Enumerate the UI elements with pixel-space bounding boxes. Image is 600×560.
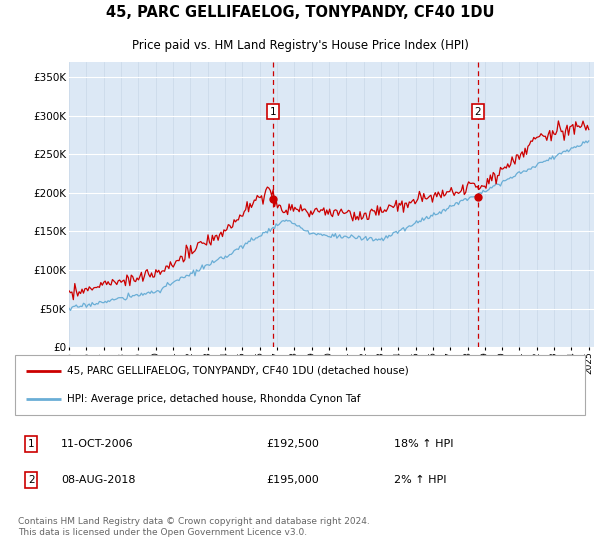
Text: 2: 2	[28, 475, 34, 485]
Text: 1: 1	[28, 438, 34, 449]
Text: £192,500: £192,500	[267, 438, 320, 449]
Text: Contains HM Land Registry data © Crown copyright and database right 2024.
This d: Contains HM Land Registry data © Crown c…	[18, 517, 370, 536]
Text: 1: 1	[270, 107, 277, 117]
Text: 45, PARC GELLIFAELOG, TONYPANDY, CF40 1DU (detached house): 45, PARC GELLIFAELOG, TONYPANDY, CF40 1D…	[67, 366, 409, 376]
Text: HPI: Average price, detached house, Rhondda Cynon Taf: HPI: Average price, detached house, Rhon…	[67, 394, 361, 404]
Text: 2: 2	[475, 107, 481, 117]
Text: £195,000: £195,000	[267, 475, 320, 485]
FancyBboxPatch shape	[15, 356, 585, 414]
Text: 11-OCT-2006: 11-OCT-2006	[61, 438, 134, 449]
Text: 2% ↑ HPI: 2% ↑ HPI	[394, 475, 446, 485]
Text: 08-AUG-2018: 08-AUG-2018	[61, 475, 136, 485]
Text: 18% ↑ HPI: 18% ↑ HPI	[394, 438, 454, 449]
Text: 45, PARC GELLIFAELOG, TONYPANDY, CF40 1DU: 45, PARC GELLIFAELOG, TONYPANDY, CF40 1D…	[106, 6, 494, 20]
Text: Price paid vs. HM Land Registry's House Price Index (HPI): Price paid vs. HM Land Registry's House …	[131, 39, 469, 53]
